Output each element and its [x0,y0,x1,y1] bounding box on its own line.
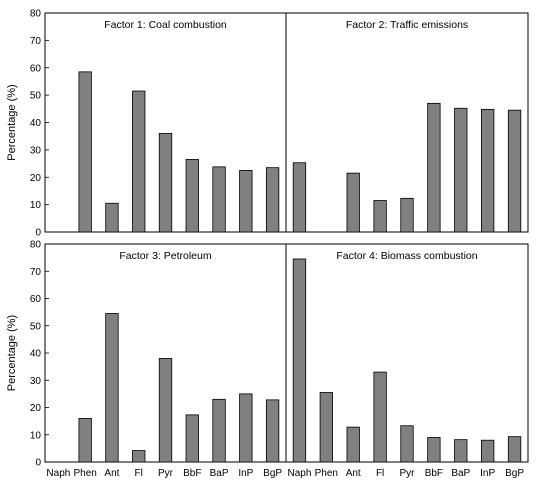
bar-panel4-bbf [427,437,441,463]
category-label-bgp: BgP [505,468,524,479]
bar-panel3-bgp [265,399,280,463]
bar-panel3-inp [239,393,253,463]
panel-3-ytick-label: 20 [30,403,42,414]
bar-panel3-ant [105,313,119,463]
panel-1-ytick-label: 50 [30,91,42,102]
bar-panel2-bgp [507,109,522,233]
category-label-fl: Fl [135,468,143,479]
category-label-bap: BaP [451,468,470,479]
bar-panel3-fl [132,450,146,463]
bar-panel1-pyr [158,133,173,233]
panel-1-ytick-label: 20 [30,173,42,184]
category-label-ant: Ant [104,468,119,479]
panel-4-title: Factor 4: Biomass combustion [336,250,477,262]
panel-1-ytick-label: 0 [35,228,41,239]
bar-panel2-bbf [427,102,441,233]
category-label-fl: Fl [376,468,384,479]
bar-panel2-naph [292,162,307,233]
bar-panel2-fl [373,200,387,233]
panel-2-title: Factor 2: Traffic emissions [346,19,468,31]
bar-panel4-fl [373,371,387,463]
bar-panel3-bbf [185,414,199,463]
category-label-naph: Naph [287,468,311,479]
bar-panel1-bap [212,166,226,233]
panel-1-ytick-label: 30 [30,145,42,156]
panel-3-ytick-label: 30 [30,376,42,387]
bar-panel1-bbf [185,159,199,233]
bar-panel4-bgp [507,436,522,463]
panel-1-ylabel: Percentage (%) [6,84,18,160]
panel-3-ytick-label: 10 [30,430,42,441]
panel-1-ytick-label: 60 [30,63,42,74]
bar-panel4-inp [481,439,495,463]
bar-panel4-bap [454,439,468,463]
panel-3-ytick-label: 60 [30,294,42,305]
bar-panel3-phen [78,417,92,463]
bar-panel4-naph [292,258,307,463]
category-label-bbf: BbF [425,468,443,479]
bar-panel3-bap [212,398,226,463]
category-label-ant: Ant [346,468,361,479]
panel-1-ytick-label: 10 [30,200,42,211]
category-label-phen: Phen [73,468,96,479]
panel-1-ytick-label: 80 [30,9,42,20]
category-label-naph: Naph [46,468,70,479]
category-label-inp: InP [480,468,495,479]
bar-panel1-bgp [265,167,280,233]
category-label-bap: BaP [210,468,229,479]
bar-panel2-inp [481,108,495,233]
category-label-pyr: Pyr [158,468,174,479]
panel-1-title: Factor 1: Coal combustion [104,19,227,31]
bar-panel4-phen [319,392,333,463]
bar-panel1-phen [78,71,92,233]
bar-panel1-fl [132,90,146,233]
category-label-bbf: BbF [183,468,201,479]
category-label-inp: InP [238,468,253,479]
bar-panel2-ant [346,172,360,233]
panel-1-ytick-label: 40 [30,118,42,129]
panel-3-ylabel: Percentage (%) [6,315,18,391]
panel-3-ytick-label: 70 [30,267,42,278]
panel-3-ytick-label: 0 [35,458,41,469]
bar-panel4-pyr [400,425,414,463]
bar-panel3-pyr [158,358,173,463]
bar-panel1-ant [105,202,119,233]
category-label-pyr: Pyr [400,468,416,479]
bar-panel1-inp [239,170,253,233]
bar-panel2-pyr [400,197,414,233]
bar-panel2-bap [454,107,468,233]
category-label-phen: Phen [315,468,338,479]
panel-1-ytick-label: 70 [30,36,42,47]
panel-3-ytick-label: 50 [30,321,42,332]
panel-3-ytick-label: 40 [30,349,42,360]
bar-panel4-ant [346,426,360,463]
category-label-bgp: BgP [263,468,282,479]
panel-3-title: Factor 3: Petroleum [119,250,211,262]
panel-3-ytick-label: 80 [30,240,42,251]
